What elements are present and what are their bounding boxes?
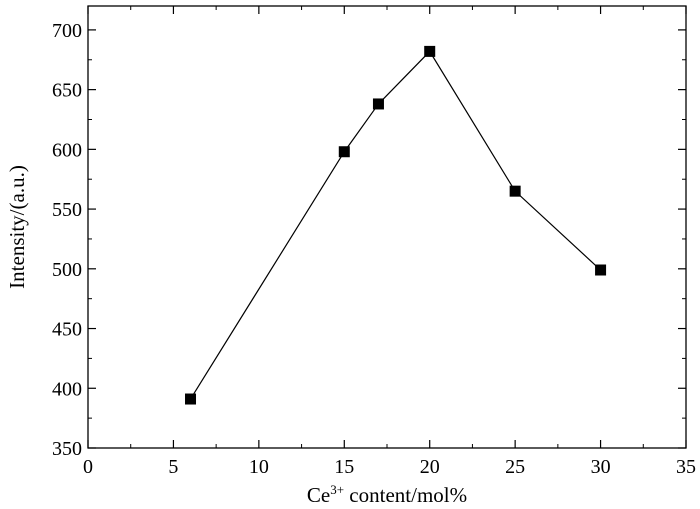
y-axis-title: Intensity/(a.u.) <box>5 165 29 289</box>
data-point-marker <box>372 98 384 110</box>
y-tick-label: 550 <box>52 199 82 221</box>
plot-frame <box>87 5 687 449</box>
x-tick-label: 5 <box>168 456 178 478</box>
y-tick-label: 450 <box>52 319 82 341</box>
x-tick-label: 20 <box>420 456 440 478</box>
series-group <box>185 45 607 405</box>
x-tick-label: 35 <box>676 456 696 478</box>
x-tick-label: 25 <box>505 456 525 478</box>
y-tick-label: 650 <box>52 80 82 102</box>
x-axis-title-superscript: 3+ <box>330 482 344 497</box>
y-tick-label: 600 <box>52 139 82 161</box>
x-axis-title-base: Ce <box>307 483 330 507</box>
y-tick-label: 350 <box>52 438 82 460</box>
series-line <box>190 50 601 400</box>
data-point-marker <box>338 146 350 158</box>
y-tick-label: 500 <box>52 259 82 281</box>
x-tick-label: 0 <box>83 456 93 478</box>
data-point-marker <box>424 45 436 57</box>
axis-tick-labels: 0 5 10 15 20 25 30 35 350 400 450 500 550 600 650 700 <box>52 20 696 478</box>
x-tick-label: 10 <box>249 456 269 478</box>
x-tick-label: 30 <box>591 456 611 478</box>
x-axis-title-rest: content/mol% <box>344 483 467 507</box>
x-tick-label: 15 <box>334 456 354 478</box>
y-tick-label: 700 <box>52 20 82 42</box>
data-point-marker <box>185 393 197 405</box>
data-point-marker <box>595 264 607 276</box>
y-tick-label: 400 <box>52 378 82 400</box>
x-axis-title: Ce3+ content/mol% <box>307 482 467 507</box>
data-point-marker <box>509 185 521 197</box>
axis-ticks <box>87 6 687 449</box>
